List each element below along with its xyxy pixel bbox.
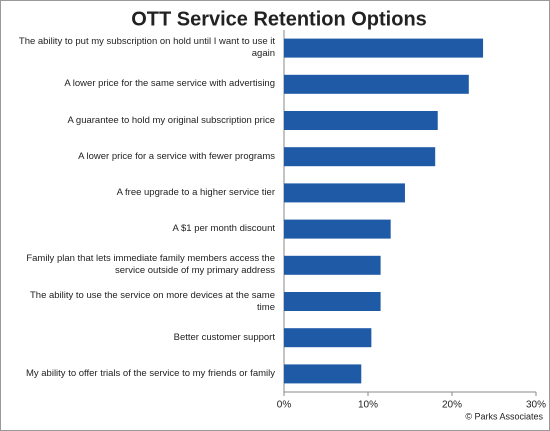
- y-tick-label: The ability to use the service on more d…: [29, 289, 275, 313]
- x-tick-label: 10%: [358, 400, 378, 411]
- x-tick-label: 30%: [526, 400, 546, 411]
- bar: [284, 255, 381, 275]
- y-tick-label: Family plan that lets immediate family m…: [26, 253, 275, 277]
- y-tick-label: A free upgrade to a higher service tier: [116, 186, 275, 198]
- x-tick-label: 20%: [442, 400, 462, 411]
- bar: [284, 328, 372, 348]
- bar: [284, 111, 438, 130]
- bar: [284, 38, 484, 58]
- bar: [284, 183, 405, 203]
- x-tick-label: 0%: [277, 400, 292, 411]
- bar: [284, 364, 362, 384]
- y-tick-label: The ability to put my subscription on ho…: [18, 36, 275, 60]
- bar: [284, 74, 469, 94]
- y-tick-label: A lower price for a service with fewer p…: [78, 150, 275, 162]
- source: © Parks Associates: [465, 411, 543, 421]
- bar: [284, 219, 391, 239]
- y-tick-label: A guarantee to hold my original subscrip…: [67, 114, 275, 126]
- chart-title: OTT Service Retention Options: [131, 8, 427, 30]
- y-tick-label: A lower price for the same service with …: [64, 78, 275, 90]
- y-tick-label: A $1 per month discount: [172, 223, 275, 235]
- bar: [284, 147, 436, 167]
- y-tick-label: Better customer support: [173, 331, 275, 343]
- y-tick-label: My ability to offer trials of the servic…: [25, 367, 275, 379]
- bar: [284, 292, 381, 311]
